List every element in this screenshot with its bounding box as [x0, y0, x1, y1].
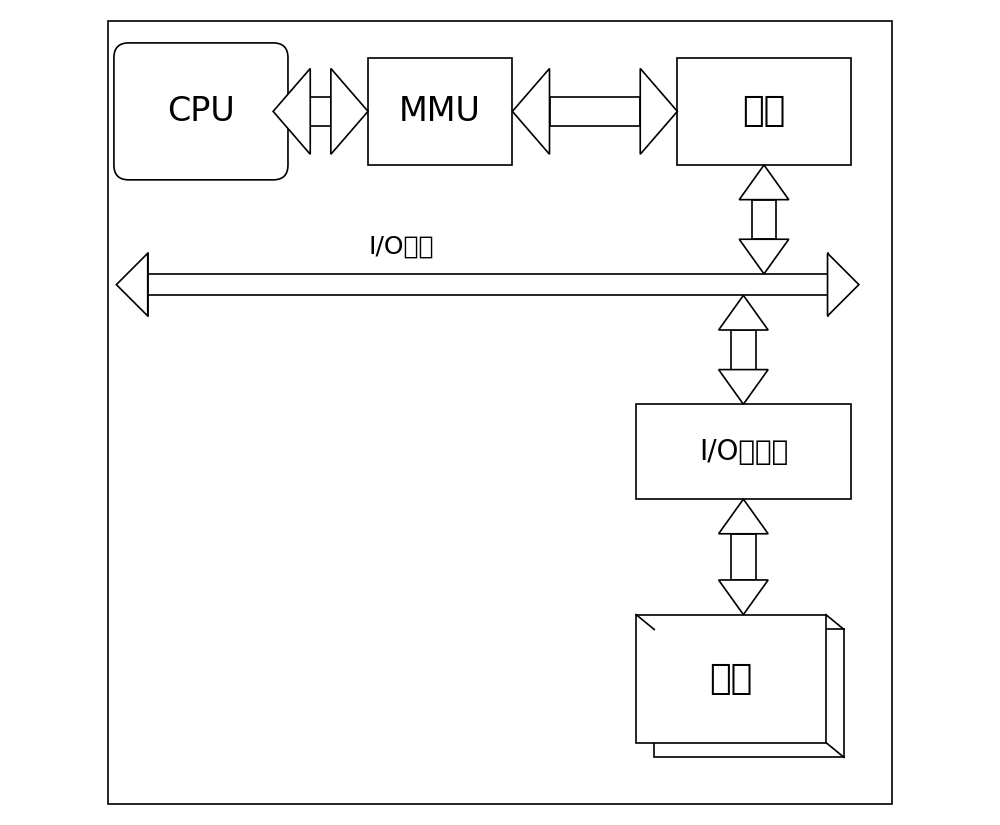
Bar	[731, 330, 756, 370]
Bar	[636, 615, 826, 742]
Polygon shape	[719, 499, 768, 534]
Bar	[550, 97, 640, 126]
Bar	[636, 404, 851, 499]
Bar	[677, 58, 851, 165]
Polygon shape	[331, 68, 368, 154]
Text: I/O总线: I/O总线	[368, 235, 434, 259]
Polygon shape	[116, 253, 148, 316]
Polygon shape	[828, 253, 859, 316]
Text: I/O控制器: I/O控制器	[699, 438, 788, 465]
Bar	[368, 58, 512, 165]
Text: MMU: MMU	[399, 95, 481, 128]
Polygon shape	[719, 295, 768, 330]
Text: 内存: 内存	[742, 94, 786, 129]
Bar	[752, 200, 776, 239]
Polygon shape	[654, 629, 844, 757]
Polygon shape	[739, 165, 789, 200]
Polygon shape	[719, 580, 768, 615]
Polygon shape	[273, 68, 310, 154]
FancyBboxPatch shape	[114, 43, 288, 180]
Polygon shape	[640, 68, 677, 154]
Polygon shape	[739, 239, 789, 274]
Bar	[310, 97, 331, 126]
Polygon shape	[719, 370, 768, 404]
Text: 外存: 外存	[709, 662, 753, 695]
Polygon shape	[512, 68, 550, 154]
Text: CPU: CPU	[167, 95, 235, 128]
Bar	[731, 534, 756, 580]
